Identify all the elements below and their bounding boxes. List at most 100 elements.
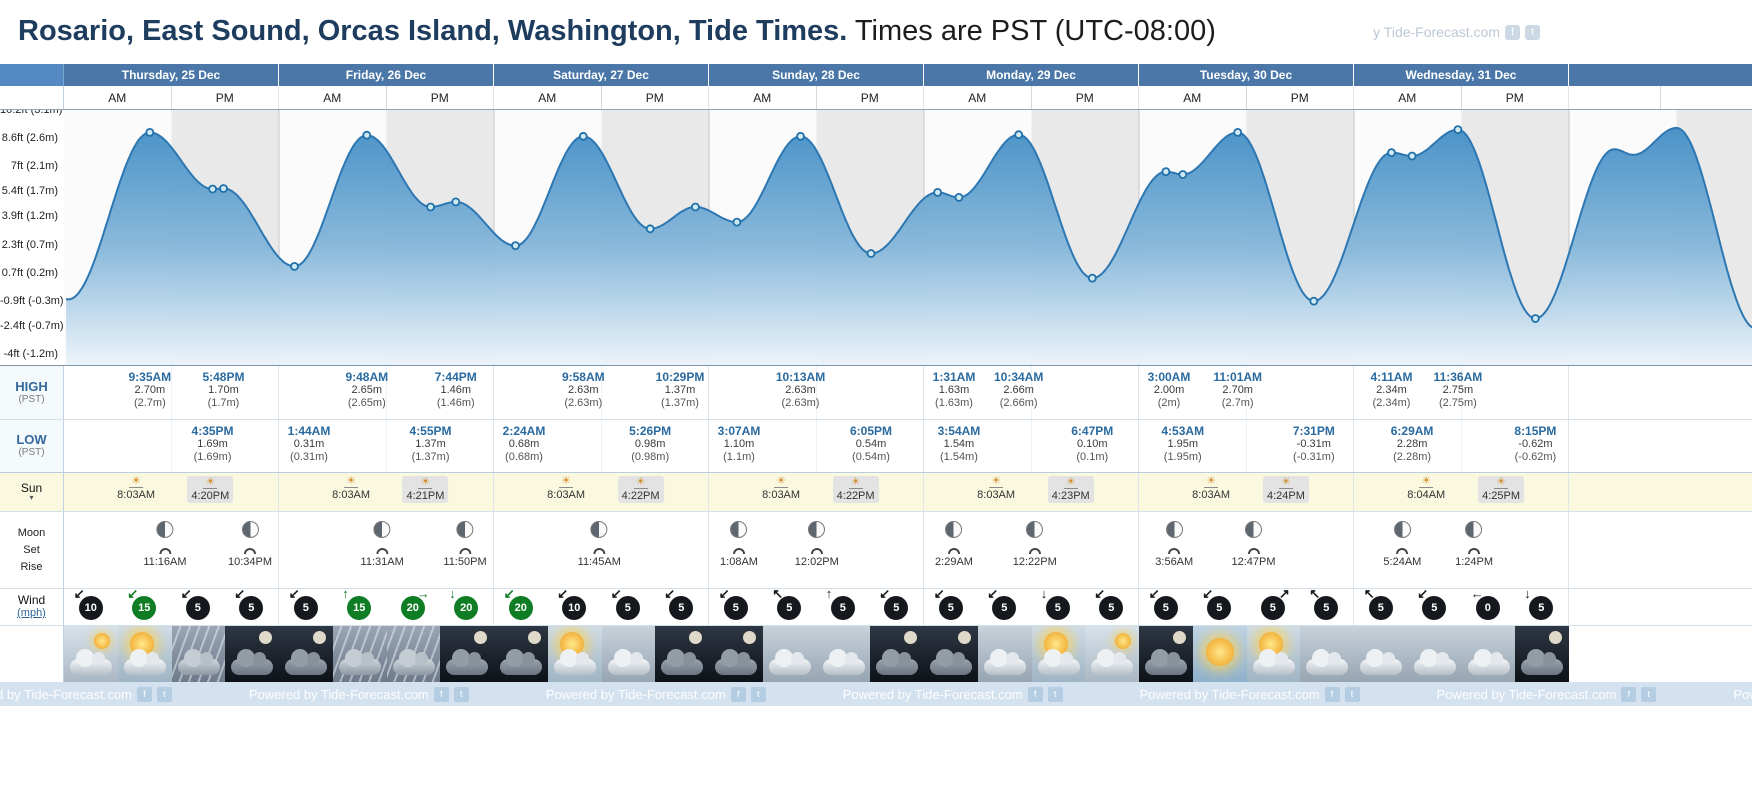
wind-speed-value: 5 <box>992 596 1017 620</box>
moon-cell: 1:08AM 12:02PM <box>709 512 924 588</box>
tide-height: 0.68m <box>508 438 540 450</box>
moon-phase-icon <box>1026 521 1044 538</box>
twitter-icon[interactable]: t <box>750 686 766 702</box>
cloud-icon <box>446 649 489 675</box>
weather-icon-cloud <box>762 626 817 682</box>
twitter-icon[interactable]: t <box>1641 686 1657 702</box>
sunrise-time: 8:03AM <box>1192 489 1231 501</box>
facebook-icon[interactable]: f <box>1027 686 1043 702</box>
moon-phase-icon <box>1165 521 1183 538</box>
low-tide-cell: 2:24AM 0.68m (0.68m) 5:26PM 0.98m (0.98m) <box>494 420 709 472</box>
moon-event-time: 1:08AM <box>720 556 758 568</box>
sun-row-label[interactable]: Sun ▾ <box>0 473 64 511</box>
day-header-label: Friday, 26 Dec <box>345 68 427 82</box>
twitter-icon[interactable]: t <box>1525 24 1540 40</box>
wind-speed-value: 5 <box>1314 596 1339 620</box>
tide-height: -0.31m <box>1296 438 1331 450</box>
weather-icon-rain <box>171 626 226 682</box>
sunset-time: 4:25PM <box>1482 490 1521 502</box>
footer-credit-text: Powered by Tide-Forecast.com <box>1139 686 1320 702</box>
pm-label: PM <box>430 90 449 105</box>
tide-time: 9:35AM <box>128 370 172 384</box>
low-tide-marker <box>208 184 218 194</box>
tide-height: 1.46m <box>440 384 472 396</box>
wind-direction-arrow: ↙ <box>234 586 246 601</box>
tide-time: 5:26PM <box>629 424 672 438</box>
tide-time: 4:53AM <box>1161 424 1205 438</box>
tide-height: 2.75m <box>1442 384 1474 396</box>
am-label: AM <box>64 86 172 109</box>
tide-height: 1.70m <box>208 384 239 396</box>
high-tide-entry: 9:35AM 2.70m (2.7m) <box>129 371 172 410</box>
moon-phase-icon <box>730 521 748 538</box>
cloud-icon <box>500 649 542 675</box>
moon-horizon-icon <box>244 548 256 554</box>
am-label: AM <box>1354 86 1462 109</box>
moon-phase-icon <box>1465 521 1483 538</box>
tide-height: 0.54m <box>855 438 887 450</box>
facebook-icon[interactable]: f <box>433 686 449 702</box>
tide-height: 2.70m <box>134 384 166 396</box>
sunrise-entry: ☀ 8:04AM <box>1407 476 1445 502</box>
high-tide-marker <box>578 131 588 141</box>
twitter-icon[interactable]: t <box>1344 686 1360 702</box>
sun-cell: ☀ 8:03AM ☀ 4:23PM <box>924 473 1139 511</box>
horizon-line <box>1419 487 1434 488</box>
wind-speed-value: 5 <box>1422 596 1447 620</box>
tide-height-alt: (1.1m) <box>723 451 755 463</box>
moon-event-time: 12:47PM <box>1231 556 1276 568</box>
weather-cell <box>1139 626 1354 682</box>
am-label: AM <box>279 86 387 109</box>
sunset-time: 4:23PM <box>1051 490 1090 502</box>
high-tide-row: HIGH (PST) 9:35AM 2.70m (2.7m) 5:48PM 1.70m(… <box>0 366 1752 420</box>
tide-height: 1.37m <box>415 438 446 450</box>
high-label: HIGH <box>15 378 48 394</box>
moon-event: 1:24PM <box>1455 521 1493 568</box>
weather-icon-sun-cloud <box>117 626 172 682</box>
twitter-icon[interactable]: t <box>156 686 172 702</box>
facebook-icon[interactable]: f <box>1505 24 1520 40</box>
moon-event: 12:47PM <box>1232 521 1276 568</box>
weather-icon-cloud <box>977 626 1032 682</box>
low-tide-cell: 4:53AM 1.95m (1.95m) 7:31PM -0.31m (-0.31m) <box>1139 420 1354 472</box>
tide-time: 5:48PM <box>202 370 245 384</box>
sunrise-entry: ☀ 8:03AM <box>977 476 1015 502</box>
wind-direction-arrow: ↙ <box>610 586 622 601</box>
partial-day-cell <box>1569 626 1752 682</box>
low-tide-marker <box>1178 170 1188 179</box>
pm-label: PM <box>1505 90 1524 105</box>
wind-speed-value: 5 <box>1260 596 1285 620</box>
moon-icon <box>957 631 971 644</box>
weather-icon-night-cloud <box>1515 626 1569 682</box>
facebook-icon[interactable]: f <box>730 686 746 702</box>
sunset-entry: ☀ 4:20PM <box>187 476 234 503</box>
low-tide-marker <box>1309 296 1319 306</box>
sunset-icon: ☀ <box>1496 476 1506 488</box>
tide-height-alt: (-0.62m) <box>1514 451 1557 463</box>
wind-speed-icon: ↙ 5 <box>1094 587 1126 622</box>
partial-day-cell <box>1569 589 1752 625</box>
weather-icon-cloud <box>1407 626 1462 682</box>
twitter-icon[interactable]: t <box>1047 686 1063 702</box>
tide-time: 11:01AM <box>1213 370 1263 384</box>
cloud-icon <box>1145 649 1187 675</box>
cloud-icon <box>768 649 811 675</box>
facebook-icon[interactable]: f <box>1621 686 1637 702</box>
partial-day-cell <box>1569 473 1752 511</box>
moon-event-time: 1:24PM <box>1455 556 1493 568</box>
twitter-icon[interactable]: t <box>453 686 469 702</box>
moon-horizon-icon <box>158 548 171 554</box>
cloud-icon <box>1521 649 1564 675</box>
wind-speed-icon: ↙ 5 <box>719 587 751 622</box>
wind-direction-arrow: ↖ <box>1309 586 1321 601</box>
cloud-icon <box>392 649 435 675</box>
tide-height-alt: (0.31m) <box>290 451 328 463</box>
facebook-icon[interactable]: f <box>1324 686 1340 702</box>
moon-rise-label: Rise <box>20 560 43 573</box>
wind-units-link[interactable]: (mph) <box>17 607 46 619</box>
facebook-icon[interactable]: f <box>136 686 152 702</box>
tide-height-alt: (2m) <box>1157 397 1181 409</box>
moon-event-time: 11:45AM <box>577 556 621 568</box>
